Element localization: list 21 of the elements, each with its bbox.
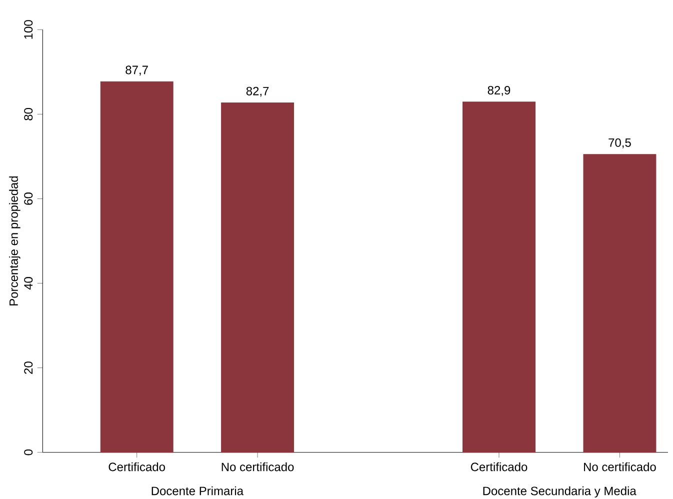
- bar: [583, 154, 656, 453]
- x-tick-label: No certificado: [222, 462, 294, 472]
- data-label: 82,9: [488, 86, 510, 96]
- x-tick-label: No certificado: [584, 462, 656, 472]
- y-tick-label: 60: [24, 192, 33, 205]
- data-label: 70,5: [608, 138, 631, 148]
- y-tick-label: 20: [24, 362, 33, 374]
- y-tick-label: 40: [24, 277, 33, 290]
- y-tick-label: 0: [24, 449, 33, 456]
- x-tick-label: Certificado: [470, 462, 528, 472]
- bar: [462, 102, 536, 453]
- data-label: 82,7: [246, 86, 269, 97]
- text: Docente Secundaria y Media: [483, 486, 636, 498]
- bar: [100, 81, 174, 453]
- y-tick-label: 100: [24, 20, 33, 39]
- text: Docente Primaria: [152, 486, 244, 496]
- bar: [221, 102, 294, 453]
- y-axis-title: Porcentaje en propiedad: [9, 176, 20, 306]
- y-tick-label: 80: [24, 108, 33, 120]
- x-tick-label: Certificado: [108, 462, 165, 472]
- data-label: 87,7: [126, 66, 148, 76]
